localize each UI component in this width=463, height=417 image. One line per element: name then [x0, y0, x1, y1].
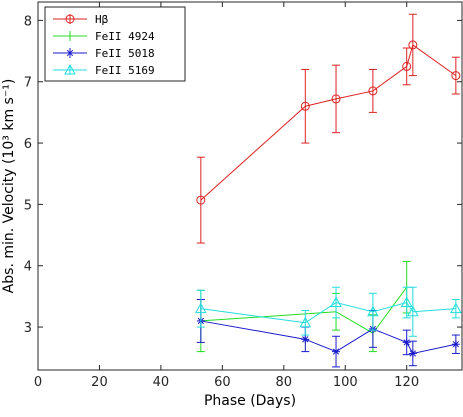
series-group [194, 286, 462, 337]
plot-area [194, 13, 462, 368]
legend-label: FeII 4924 [95, 30, 155, 43]
x-tick-label: 60 [214, 375, 231, 390]
data-point [406, 305, 419, 317]
data-point [450, 302, 462, 314]
data-point [330, 296, 342, 308]
data-point [301, 335, 310, 344]
data-point [300, 101, 310, 111]
data-point [194, 302, 207, 314]
data-point [64, 63, 76, 75]
data-point [331, 94, 341, 104]
y-tick-label: 8 [24, 14, 32, 29]
data-point [66, 49, 74, 57]
series-group [196, 13, 461, 244]
data-point [368, 86, 378, 96]
legend-label: FeII 5018 [95, 47, 155, 60]
data-point [408, 40, 418, 50]
legend-label: FeII 5169 [95, 64, 155, 77]
x-tick-label: 40 [153, 375, 170, 390]
series-line [200, 286, 408, 334]
x-tick-label: 0 [34, 375, 42, 390]
x-tick-label: 80 [276, 375, 293, 390]
y-tick-label: 3 [24, 321, 32, 336]
data-point [196, 195, 206, 205]
x-axis-label: Phase (Days) [204, 393, 296, 409]
y-tick-label: 5 [24, 198, 32, 213]
data-point [400, 296, 413, 308]
data-point [451, 340, 460, 349]
data-point [402, 61, 412, 71]
x-tick-label: 20 [91, 375, 108, 390]
data-point [408, 349, 417, 358]
data-point [65, 14, 75, 24]
x-tick-label: 100 [333, 375, 358, 390]
legend-label: Hβ [95, 13, 109, 26]
axis-ticks: 0 20 40 60 80 100 120 3 4 5 6 7 8 [24, 2, 462, 390]
data-point [451, 71, 461, 81]
y-tick-label: 4 [24, 260, 32, 275]
data-point [332, 347, 341, 356]
y-axis-label: Abs. min. Velocity (10³ km s⁻¹) [1, 79, 17, 294]
data-point [402, 338, 411, 347]
data-point [299, 316, 312, 328]
data-point [367, 305, 379, 317]
legend: Hβ FeII 4924 FeII 5018 FeII 5169 [44, 6, 186, 82]
x-tick-label: 120 [394, 375, 419, 390]
y-tick-label: 6 [24, 137, 32, 152]
y-tick-label: 7 [24, 76, 32, 91]
